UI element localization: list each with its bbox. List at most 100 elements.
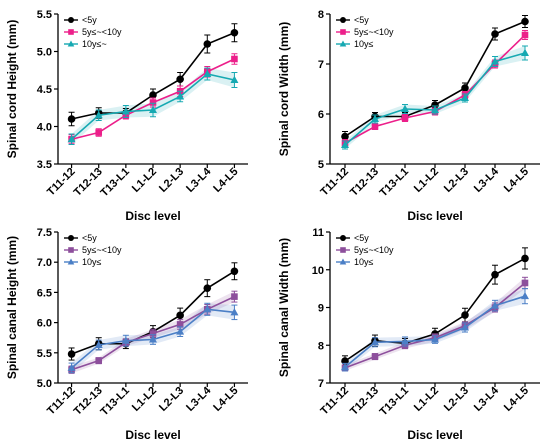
y-tick-label: 5.0 [37, 378, 52, 390]
y-axis-label: Spinal canal Width (mm) [277, 238, 291, 377]
data-point [149, 335, 157, 343]
data-point [121, 336, 130, 344]
data-point [371, 353, 379, 360]
data-point [521, 17, 529, 26]
x-tick-label: L1-L2 [412, 385, 441, 414]
legend-label: 10y≤~ [82, 39, 107, 49]
data-point [521, 31, 529, 39]
y-tick-label: 7.0 [37, 257, 52, 269]
series-2 [341, 288, 529, 372]
data-point [230, 308, 239, 316]
data-point [203, 305, 212, 313]
data-point [67, 350, 76, 358]
x-tick-label: T13-L1 [98, 385, 132, 419]
x-tick-label: L3-L4 [472, 165, 502, 195]
data-point [230, 267, 239, 276]
data-point [203, 284, 212, 292]
data-point [176, 327, 185, 335]
data-point [461, 311, 469, 319]
data-point [121, 107, 130, 115]
legend-marker [340, 17, 346, 23]
y-tick-label: 4.0 [37, 122, 52, 134]
error-band-2 [345, 46, 525, 149]
data-point [149, 99, 157, 106]
data-point [231, 55, 238, 63]
y-tick-label: 8 [318, 340, 324, 352]
legend-marker [340, 235, 346, 241]
x-tick-label: T13-L1 [378, 166, 412, 200]
series-1 [68, 53, 238, 145]
x-tick-label: T12-13 [348, 385, 381, 418]
legend-label: 10y≤ [82, 257, 102, 267]
data-point [203, 40, 212, 48]
data-point [461, 93, 469, 101]
y-axis-label: Spinal canal Height (mm) [5, 236, 19, 379]
y-tick-label: 6.5 [37, 287, 52, 299]
data-point [176, 311, 184, 320]
y-tick-label: 3.5 [37, 159, 52, 171]
legend-label: 5y≤~<10y [354, 27, 394, 37]
data-point [371, 114, 379, 122]
x-tick-label: L2-L3 [442, 385, 471, 414]
y-tick-label: 6.0 [37, 318, 52, 330]
x-tick-label: L3-L4 [184, 165, 214, 195]
data-point [149, 105, 157, 113]
data-point [176, 75, 184, 84]
legend-label: <5y [82, 15, 97, 25]
x-tick-label: L1-L2 [130, 385, 159, 414]
x-tick-label: L4-L5 [502, 166, 531, 195]
data-point [521, 291, 529, 300]
legend-label: <5y [82, 233, 97, 243]
data-point [521, 48, 529, 56]
data-point [521, 279, 529, 287]
data-point [341, 132, 349, 141]
y-tick-label: 7 [318, 59, 324, 71]
data-point [149, 91, 157, 99]
data-point [341, 362, 349, 371]
x-tick-label: L4-L5 [502, 385, 531, 414]
data-point [461, 323, 469, 331]
y-tick-label: 9 [318, 303, 324, 315]
data-point [341, 140, 349, 148]
data-point [95, 357, 103, 364]
legend-marker [68, 235, 74, 241]
data-point [203, 69, 212, 77]
legend-marker [68, 247, 74, 253]
data-point [231, 293, 238, 300]
data-point [521, 254, 529, 263]
legend-label: 5y≤~<10y [82, 245, 122, 255]
legend-marker [68, 17, 74, 23]
data-point [491, 301, 499, 309]
x-tick-label: T13-L1 [378, 385, 412, 419]
legend: <5y 5y≤~<10y 10y≤ [64, 233, 122, 267]
legend: <5y 5y≤~<10y 10y≤ [336, 233, 394, 267]
y-tick-label: 5 [318, 159, 324, 171]
data-point [371, 123, 379, 130]
x-tick-label: T12-13 [72, 385, 105, 418]
legend-label: 5y≤~<10y [354, 245, 394, 255]
y-axis-label: Spinal cord Width (mm) [277, 22, 291, 157]
legend-label: <5y [354, 15, 369, 25]
x-tick-label: T13-L1 [98, 166, 132, 200]
data-point [491, 270, 499, 279]
series-2 [67, 302, 239, 374]
data-point [176, 321, 184, 328]
data-point [230, 28, 239, 37]
y-tick-label: 5.5 [37, 348, 52, 360]
legend-label: 5y≤~<10y [82, 27, 122, 37]
data-point [431, 335, 439, 343]
legend: <5y 5y≤~<10y 10y≤~ [64, 15, 122, 49]
y-tick-label: 4.5 [37, 84, 52, 96]
data-point [431, 101, 439, 109]
legend-label: <5y [354, 233, 369, 243]
y-tick-label: 11 [312, 227, 324, 239]
data-point [401, 337, 409, 345]
data-point [94, 111, 103, 119]
data-point [461, 84, 469, 92]
legend-label: 10y≤ [354, 257, 374, 267]
legend-marker [339, 258, 347, 265]
legend: <5y 5y≤~<10y 10y≤ [336, 15, 394, 49]
